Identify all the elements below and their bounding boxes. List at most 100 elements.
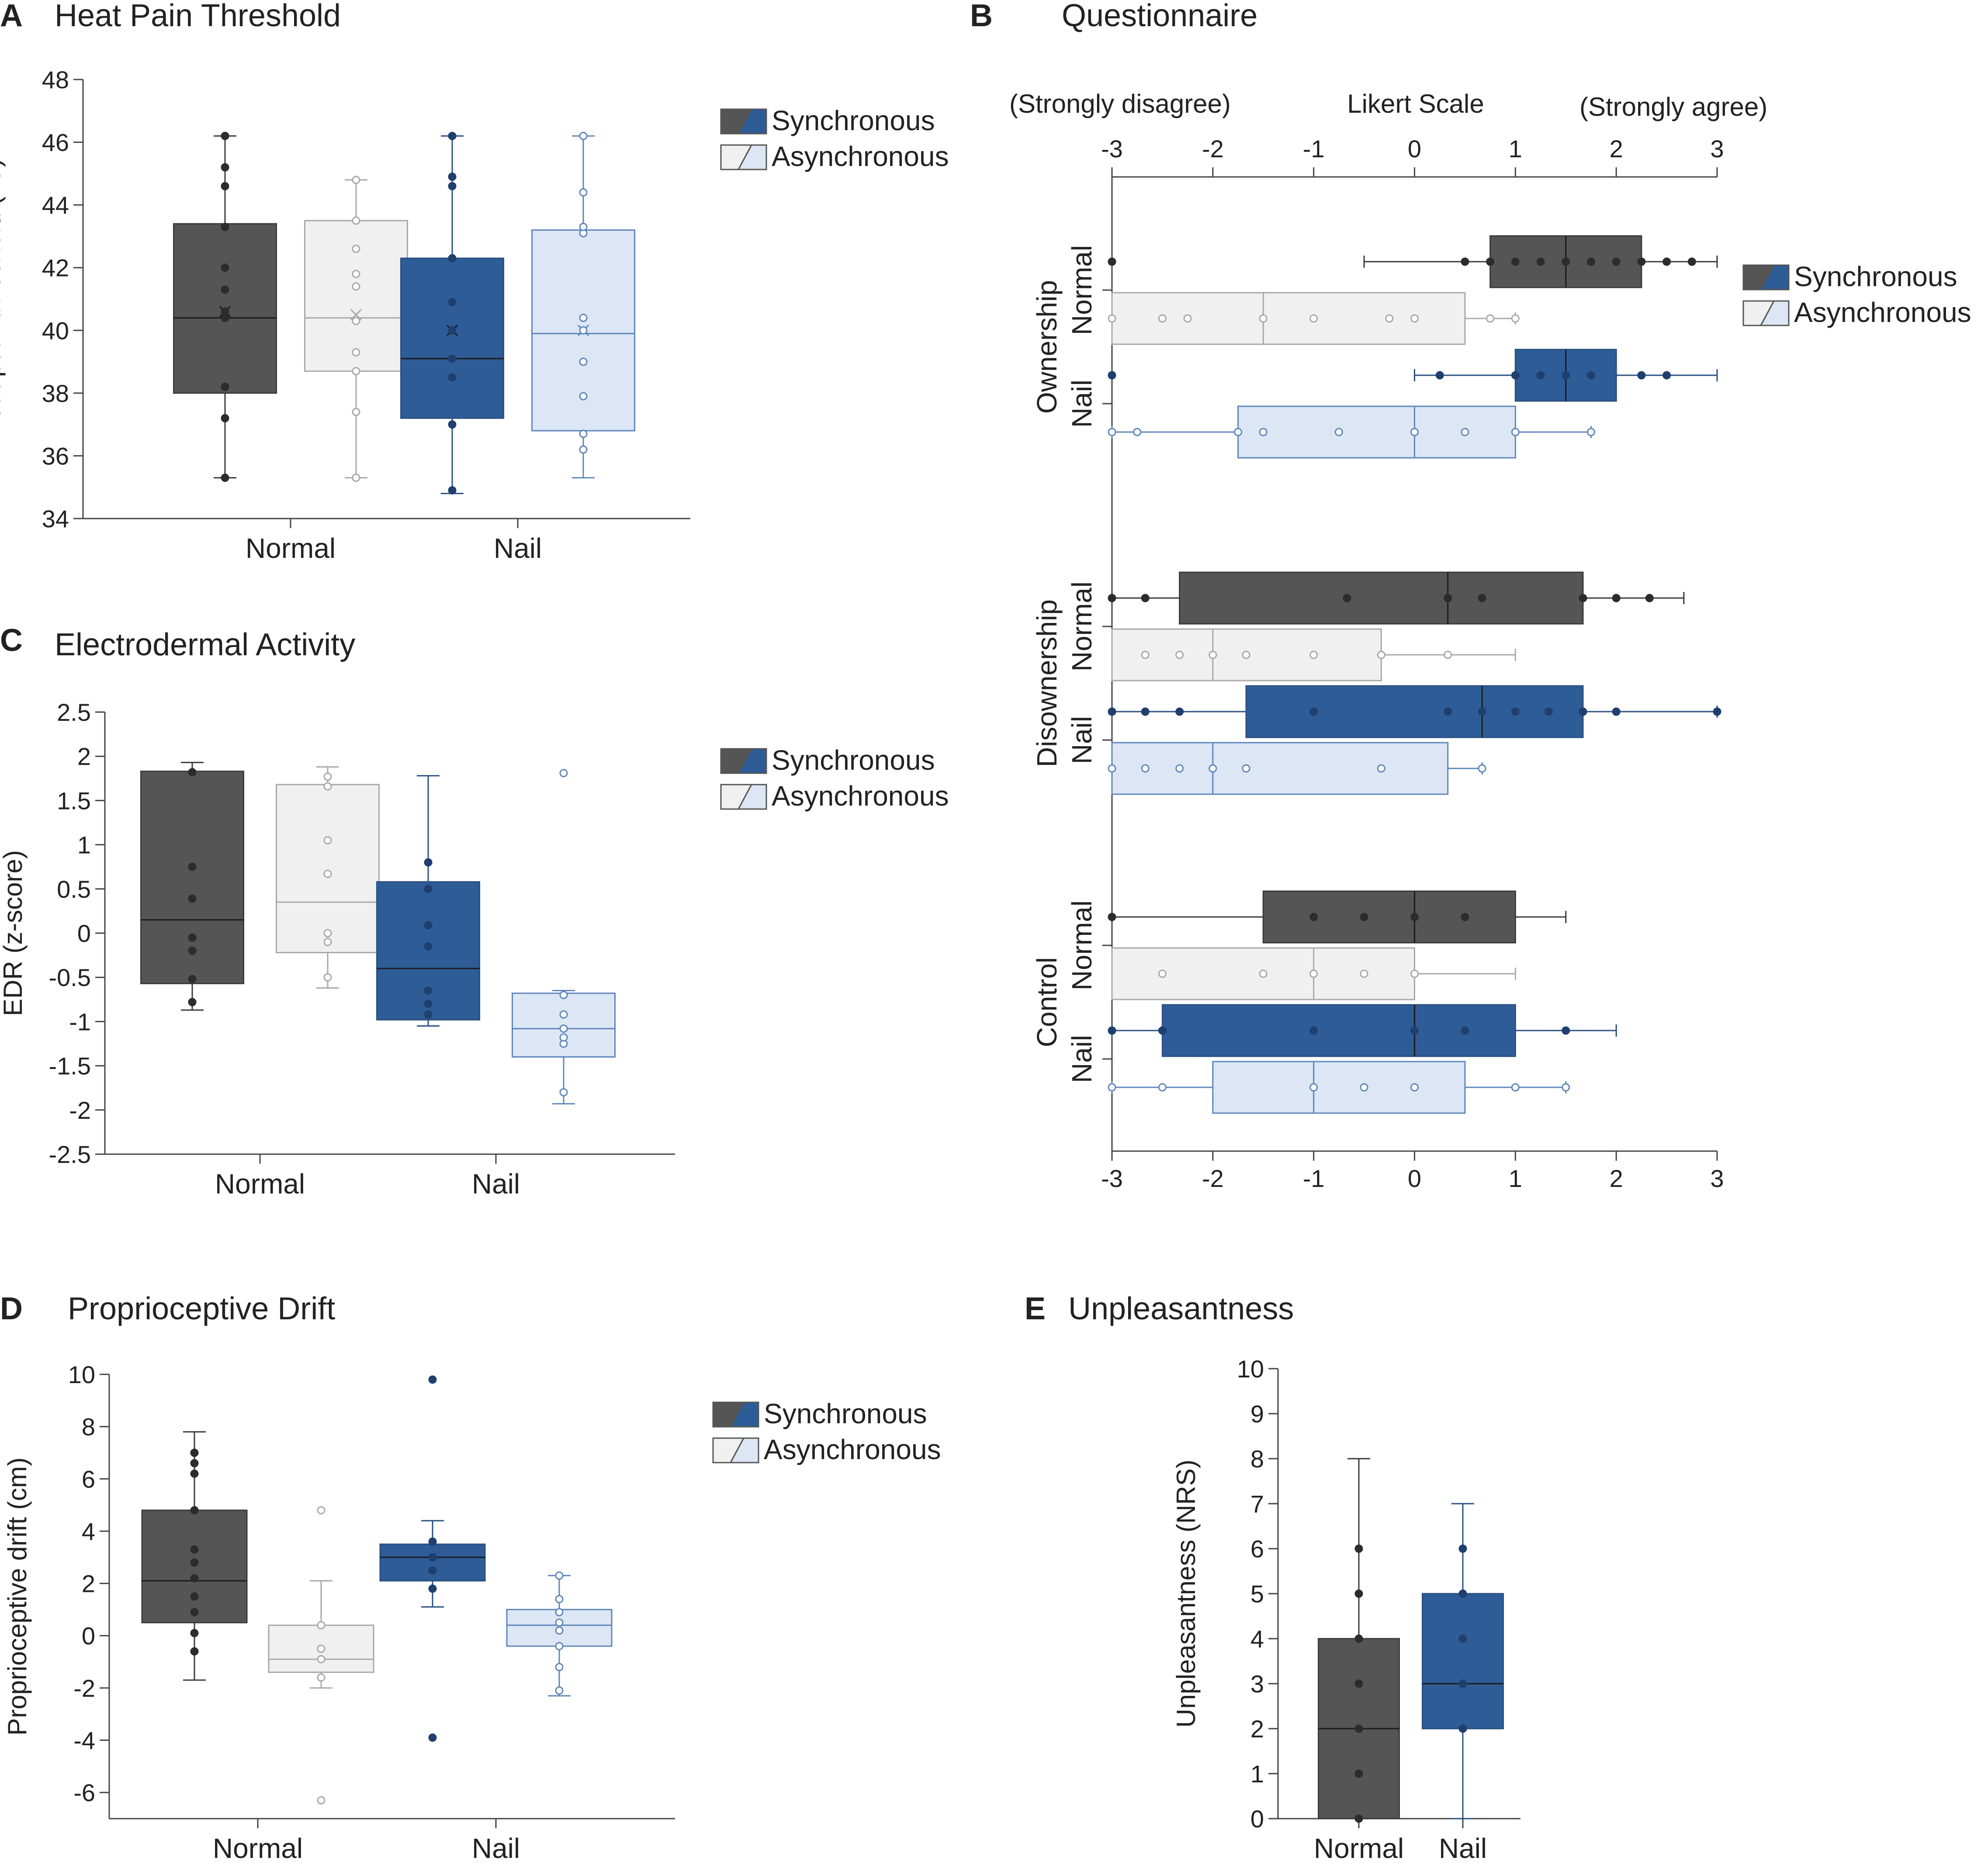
y-tick-label: -6 (73, 1779, 95, 1806)
data-point (555, 1626, 564, 1635)
data-point (317, 1506, 326, 1515)
y-tick-label: 9 (1250, 1400, 1264, 1428)
legend-synchronous-label: Synchronous (772, 744, 935, 776)
data-point (1309, 707, 1318, 716)
data-point (1175, 764, 1184, 773)
y-tick-label: 4 (82, 1518, 95, 1545)
data-point (1242, 764, 1250, 773)
box-iqr (1161, 1004, 1516, 1057)
data-point (190, 1545, 199, 1554)
x-category-label: Normal (215, 1168, 305, 1200)
data-point (1511, 707, 1520, 716)
data-point (317, 1644, 326, 1653)
data-point (1354, 1769, 1363, 1778)
box-iqr (400, 257, 504, 419)
data-point (1334, 428, 1343, 436)
data-point (188, 946, 197, 955)
hbox-ownership-nail-asynchronous (1108, 405, 1595, 459)
y-tick-label: 0.5 (57, 875, 91, 903)
data-point (559, 1010, 568, 1019)
data-point (352, 367, 360, 376)
y-tick-label: 3 (1250, 1670, 1264, 1698)
y-tick-label: -2 (73, 1674, 95, 1702)
legend-synchronous-swatch-right (737, 108, 767, 135)
legend-asynchronous-label: Asynchronous (772, 780, 949, 812)
data-point (1158, 969, 1167, 978)
data-point (323, 782, 332, 791)
box-normal-asynchronous (276, 766, 380, 989)
x-tick-label-top: -3 (1101, 135, 1123, 163)
legend-synchronous-swatch-right (729, 1401, 759, 1428)
data-point (352, 216, 360, 225)
hbox-control-nail-asynchronous (1108, 1061, 1570, 1114)
y-axis-label: Proprioceptive drift (cm) (3, 1457, 32, 1736)
data-point (448, 373, 457, 382)
likert-axis-label: Likert Scale (1347, 89, 1484, 118)
data-point (1562, 1083, 1570, 1092)
data-point (1354, 1679, 1363, 1688)
data-point (323, 836, 332, 844)
y-tick-label: 34 (42, 505, 69, 533)
y-tick-label: 2 (77, 743, 91, 770)
data-point (190, 1647, 199, 1656)
data-point (424, 986, 433, 995)
data-point (1545, 707, 1553, 716)
data-point (1209, 764, 1217, 773)
x-category-label: Nail (1439, 1833, 1487, 1864)
legend-asynchronous-label: Asynchronous (772, 141, 949, 172)
x-category-label: Nail (472, 1833, 520, 1864)
data-point (1713, 707, 1721, 716)
data-point (1410, 1026, 1419, 1035)
box-iqr (1422, 1593, 1504, 1730)
data-point (1511, 257, 1520, 266)
data-point (448, 298, 457, 307)
box-nail-asynchronous (512, 769, 616, 1105)
data-point (1410, 1083, 1419, 1092)
data-point (1158, 1026, 1167, 1035)
y-tick-label: 1.5 (57, 787, 91, 814)
data-point (352, 474, 360, 482)
y-axis-label: Heat pain threshold (°C) (0, 158, 6, 439)
panel-title-c: Electrodermal Activity (55, 627, 355, 662)
data-point (190, 1574, 199, 1583)
data-point (1435, 371, 1444, 380)
data-point (1354, 1544, 1363, 1553)
data-point (579, 188, 588, 197)
data-point (1309, 650, 1318, 659)
data-point (188, 862, 197, 871)
data-point (428, 1566, 437, 1575)
data-point (352, 408, 360, 416)
data-point (190, 1469, 199, 1478)
data-point (428, 1375, 437, 1384)
data-point (188, 894, 197, 903)
y-tick-label: -1.5 (49, 1052, 91, 1080)
box-iqr (1179, 571, 1584, 625)
data-point (448, 254, 457, 263)
data-point (559, 1088, 568, 1097)
subgroup-label: Normal (1066, 245, 1098, 335)
x-category-label: Normal (246, 533, 336, 564)
box-iqr (1111, 292, 1466, 345)
legend: Synchronous Asynchronous (712, 1398, 941, 1465)
data-point (317, 1796, 326, 1805)
hbox-ownership-nail-synchronous (1108, 349, 1718, 402)
box-iqr (1111, 742, 1449, 795)
x-tick-label-bottom: -3 (1101, 1165, 1123, 1192)
data-point (559, 1024, 568, 1033)
hbox-disownership-nail-synchronous (1108, 685, 1721, 738)
data-point (1360, 913, 1368, 921)
x-tick-label-bottom: -2 (1202, 1165, 1224, 1192)
data-point (188, 975, 197, 983)
subgroup-label: Nail (1066, 380, 1098, 428)
legend-synchronous-label: Synchronous (772, 105, 935, 136)
x-category-label: Normal (213, 1833, 303, 1864)
hbox-disownership-nail-asynchronous (1108, 742, 1486, 795)
data-point (579, 357, 588, 366)
data-point (1478, 707, 1486, 716)
data-point (1458, 1544, 1467, 1553)
box-iqr (276, 784, 380, 954)
hbox-control-nail-synchronous (1108, 1004, 1617, 1057)
data-point (1579, 594, 1587, 602)
box-iqr (1212, 1061, 1466, 1114)
x-tick-label-top: 3 (1710, 135, 1724, 163)
